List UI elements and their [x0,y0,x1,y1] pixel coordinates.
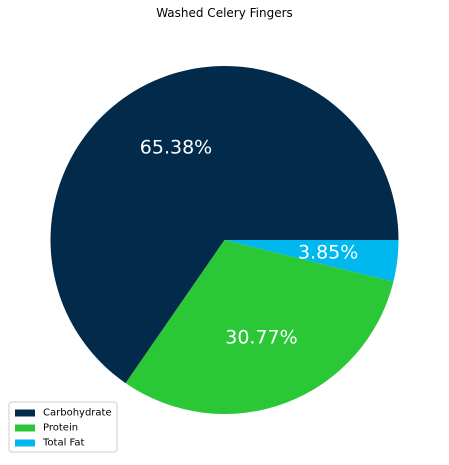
chart-title: Washed Celery Fingers [156,6,293,20]
legend-label: Carbohydrate [43,408,112,419]
pie-slice-total-fat [224,240,399,282]
slice-percentage-label: 3.85% [298,242,358,264]
pie-slice-protein [125,240,394,414]
pie-slice-carbohydrate [50,65,399,384]
pie-slice-labels: 65.38% 30.77% 3.85% [140,137,359,349]
legend-label: Total Fat [42,438,84,449]
legend-swatch [15,439,35,447]
pie-slices [50,65,399,414]
legend-swatch [15,409,35,417]
legend-swatch [15,424,35,432]
legend: Carbohydrate Protein Total Fat [8,401,118,453]
legend-frame [8,401,118,453]
slice-percentage-label: 65.38% [140,137,212,159]
legend-label: Protein [43,423,78,434]
slice-percentage-label: 30.77% [225,327,297,349]
